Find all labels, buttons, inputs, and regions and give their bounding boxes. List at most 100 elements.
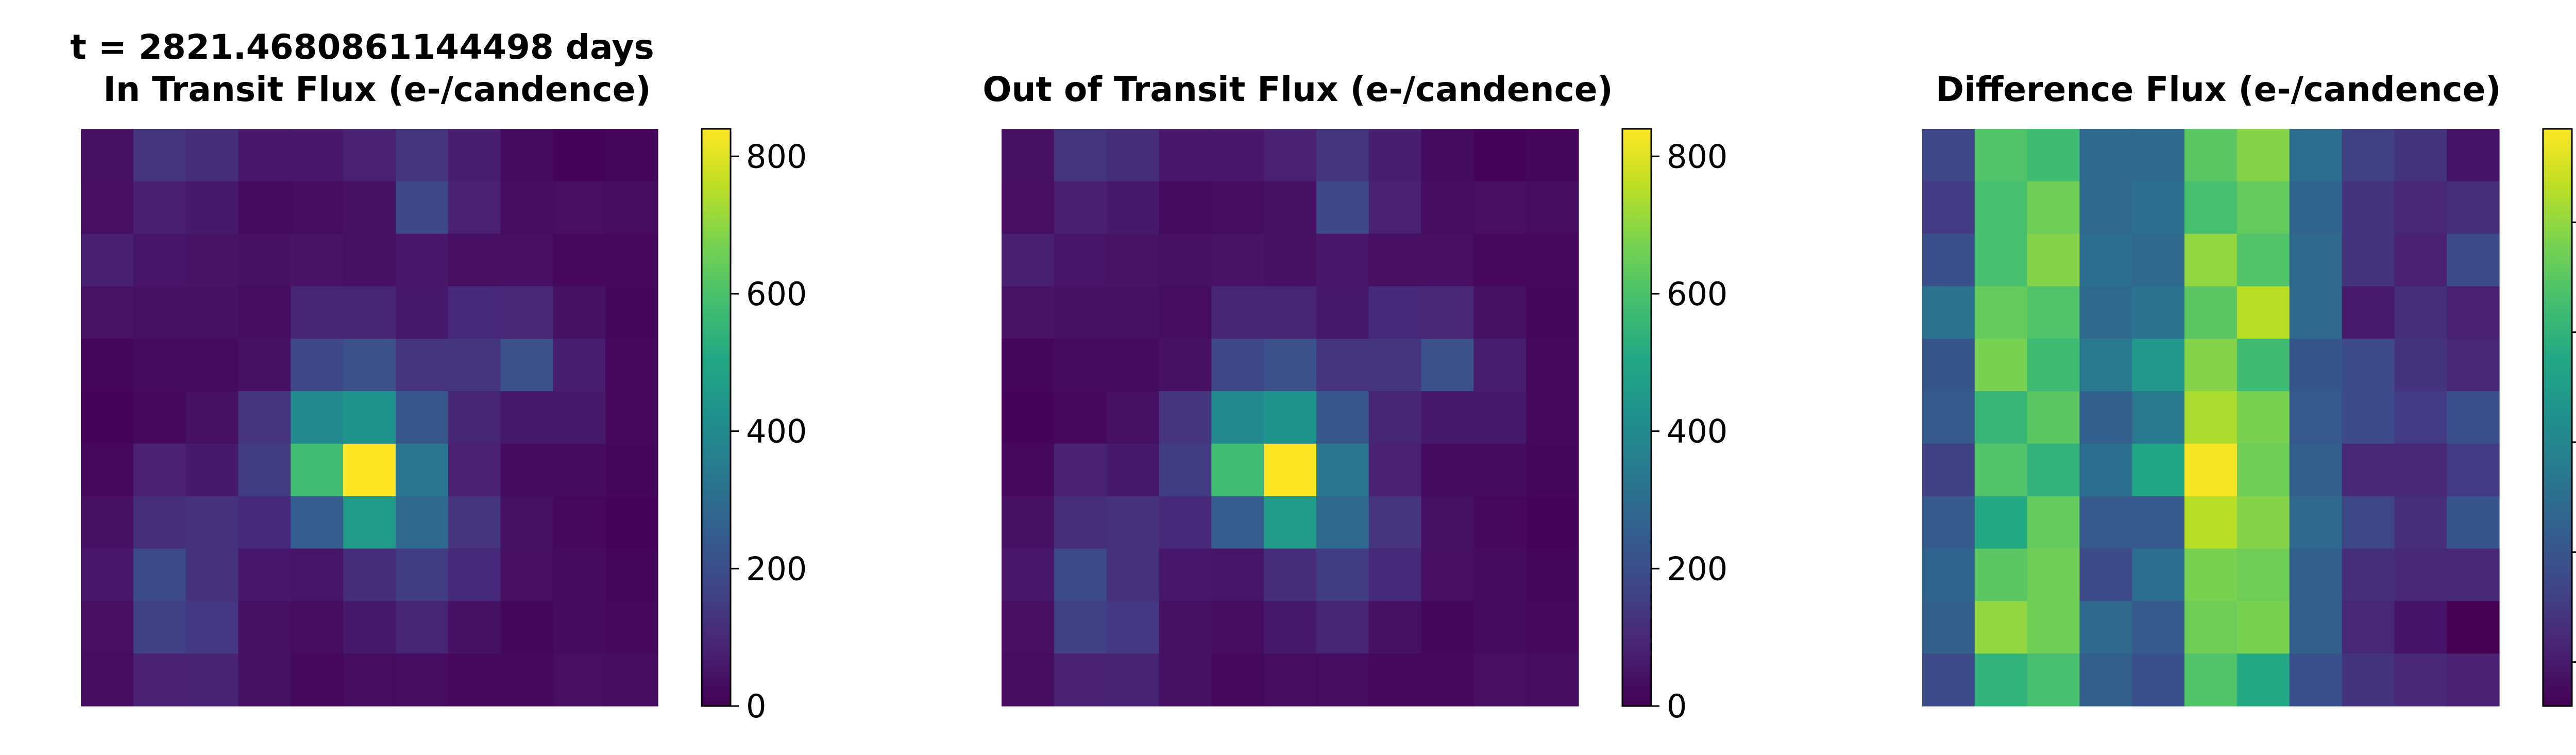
heatmap-cell [500, 339, 553, 392]
heatmap-cell [448, 443, 501, 497]
heatmap-cell [2289, 548, 2343, 601]
heatmap-cell [238, 181, 291, 234]
heatmap-cell [238, 339, 291, 392]
heatmap-cell [1368, 181, 1422, 234]
heatmap-cell [81, 548, 134, 601]
heatmap-cell [2027, 129, 2080, 182]
heatmap-cell [1316, 548, 1369, 601]
heatmap-cell [1368, 129, 1422, 182]
heatmap-cell [2394, 286, 2447, 339]
heatmap-cell [2184, 286, 2238, 339]
heatmap-cell [1526, 233, 1579, 287]
heatmap-cell [1421, 653, 1474, 707]
heatmap-cell [1264, 129, 1317, 182]
heatmap-cell [343, 129, 396, 182]
heatmap-cell [1264, 548, 1317, 601]
heatmap-cell [1211, 548, 1264, 601]
heatmap-cell [2394, 391, 2447, 444]
heatmap-cell [1922, 129, 1975, 182]
heatmap-cell [343, 443, 396, 497]
heatmap-cell [1002, 601, 1055, 654]
heatmap-cell [1974, 601, 2028, 654]
heatmap-cell [2079, 496, 2132, 549]
heatmap-cell [2027, 233, 2080, 287]
heatmap-cell [2236, 443, 2290, 497]
heatmap-cell [185, 391, 239, 444]
heatmap-cell [2394, 601, 2447, 654]
heatmap-cell [133, 601, 187, 654]
heatmap-cell [81, 601, 134, 654]
heatmap-cell [2132, 181, 2185, 234]
heatmap-cell [1974, 443, 2028, 497]
heatmap-cell [1421, 339, 1474, 392]
heatmap-cell [133, 339, 187, 392]
heatmap-cell [1316, 233, 1369, 287]
heatmap-cell [185, 443, 239, 497]
heatmap-cell [1368, 601, 1422, 654]
heatmap-cell [1211, 601, 1264, 654]
heatmap-cell [553, 233, 606, 287]
heatmap-cell [2027, 286, 2080, 339]
heatmap-cell [1316, 129, 1369, 182]
heatmap-cell [343, 339, 396, 392]
figure-time-title: t = 2821.4680861144498 days [70, 27, 654, 67]
heatmap-cell [605, 496, 658, 549]
heatmap-cell [1211, 286, 1264, 339]
heatmap-cell [1473, 286, 1527, 339]
heatmap-cell [291, 233, 344, 287]
heatmap-cell [1106, 286, 1160, 339]
panel-out-of-transit: Out of Transit Flux (e-/candence) 0 200 40… [982, 70, 1727, 725]
heatmap-cell [2184, 601, 2238, 654]
heatmap-cell [1159, 286, 1212, 339]
heatmap-cell [2447, 233, 2500, 287]
heatmap-cell [1106, 496, 1160, 549]
heatmap-cell [1159, 339, 1212, 392]
heatmap-cell [1316, 443, 1369, 497]
heatmap-cell [2342, 181, 2395, 234]
heatmap-cell [1922, 286, 1975, 339]
heatmap-cell [395, 233, 449, 287]
heatmap-cell [81, 653, 134, 707]
heatmap-cell [605, 601, 658, 654]
heatmap-cell [1473, 181, 1527, 234]
heatmap-cell [2132, 129, 2185, 182]
heatmap-cell [185, 181, 239, 234]
heatmap-cell [1922, 391, 1975, 444]
heatmap-cell [1526, 181, 1579, 234]
colorbar-gradient [2542, 128, 2573, 707]
heatmap-cell [2184, 548, 2238, 601]
colorbar-tick-label: 400 [746, 413, 807, 450]
heatmap-cell [238, 233, 291, 287]
heatmap-cell [185, 496, 239, 549]
heatmap-cell [1526, 391, 1579, 444]
heatmap-cell [1211, 181, 1264, 234]
heatmap-cell [1526, 601, 1579, 654]
heatmap-cell [1264, 601, 1317, 654]
heatmap-cell [1473, 233, 1527, 287]
heatmap-cell [2342, 653, 2395, 707]
heatmap-cell [500, 129, 553, 182]
heatmap-cell [2394, 339, 2447, 392]
heatmap-cell [1211, 339, 1264, 392]
heatmap-cell [1054, 286, 1107, 339]
heatmap-cell [2289, 391, 2343, 444]
heatmap-cell [2079, 391, 2132, 444]
heatmap-cell [1974, 233, 2028, 287]
heatmap-cell [185, 286, 239, 339]
heatmap-cell [448, 601, 501, 654]
colorbar-tick-label: 600 [1667, 275, 1727, 313]
heatmap-cell [1159, 548, 1212, 601]
heatmap-cell [605, 181, 658, 234]
heatmap-cell [1106, 443, 1160, 497]
heatmap-cell [343, 181, 396, 234]
heatmap-cell [2342, 286, 2395, 339]
heatmap-cell [500, 548, 553, 601]
heatmap-cell [1211, 653, 1264, 707]
heatmap-cell [2342, 233, 2395, 287]
heatmap-cell [1421, 443, 1474, 497]
heatmap-cell [1316, 391, 1369, 444]
heatmap-cell [2447, 443, 2500, 497]
heatmap-cell [2289, 233, 2343, 287]
heatmap-cell [1316, 496, 1369, 549]
heatmap-cell [1526, 129, 1579, 182]
